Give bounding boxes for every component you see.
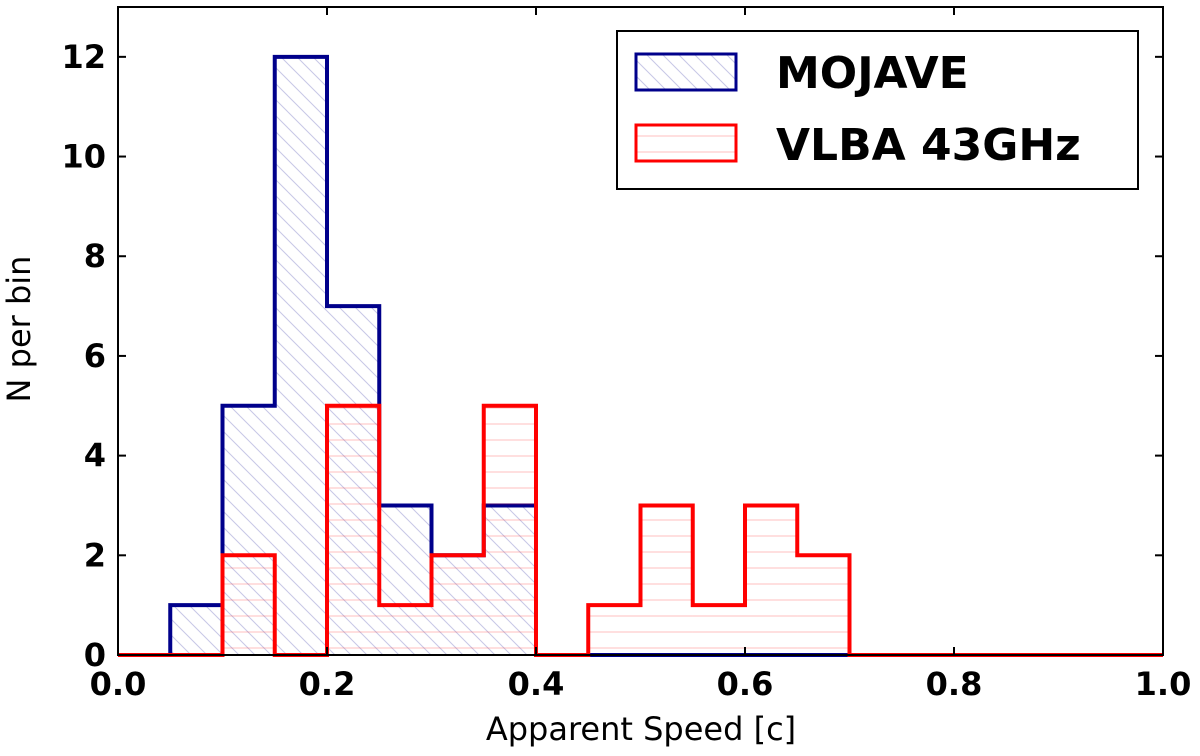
x-axis-label: Apparent Speed [c] bbox=[486, 710, 796, 748]
x-tick-label: 0.4 bbox=[508, 665, 565, 703]
legend: MOJAVE VLBA 43GHz bbox=[616, 30, 1139, 190]
x-tick-label: 0.6 bbox=[717, 665, 774, 703]
y-tick-label: 6 bbox=[84, 337, 106, 375]
legend-swatch-vlba bbox=[634, 123, 738, 163]
y-tick-label: 12 bbox=[61, 38, 106, 76]
bar-mojave-3 bbox=[274, 56, 327, 656]
y-tick-label: 0 bbox=[84, 636, 106, 674]
x-tick-label: 0.2 bbox=[299, 665, 356, 703]
bar-vlba-43ghz-5 bbox=[379, 605, 432, 655]
bar-vlba-43ghz-9 bbox=[588, 605, 641, 655]
x-tick-label: 0.0 bbox=[90, 665, 147, 703]
bar-vlba-43ghz-12 bbox=[745, 505, 798, 655]
bar-vlba-43ghz-11 bbox=[692, 605, 745, 655]
bar-vlba-43ghz-7 bbox=[483, 405, 536, 655]
bar-vlba-43ghz-10 bbox=[640, 505, 693, 655]
bar-vlba-43ghz-2 bbox=[222, 555, 275, 655]
y-tick-label: 4 bbox=[84, 437, 106, 475]
y-axis-label: N per bin bbox=[0, 256, 38, 403]
legend-label-mojave: MOJAVE bbox=[776, 48, 969, 99]
y-tick-label: 8 bbox=[84, 237, 106, 275]
x-tick-label: 0.8 bbox=[926, 665, 983, 703]
bar-mojave-1 bbox=[170, 605, 223, 655]
x-tick-label: 1.0 bbox=[1135, 665, 1192, 703]
axes: 0.0 0.2 0.4 0.6 0.8 1.0 0 2 4 6 8 10 12 bbox=[61, 6, 1192, 703]
bar-vlba-43ghz-4 bbox=[327, 405, 380, 655]
y-tick-label: 10 bbox=[61, 138, 106, 176]
y-tick-label: 2 bbox=[84, 536, 106, 574]
legend-swatch-mojave bbox=[634, 52, 738, 92]
bar-vlba-43ghz-13 bbox=[797, 555, 850, 655]
legend-label-vlba: VLBA 43GHz bbox=[776, 120, 1081, 171]
bar-vlba-43ghz-6 bbox=[431, 555, 484, 655]
axes-frame bbox=[117, 6, 1164, 656]
